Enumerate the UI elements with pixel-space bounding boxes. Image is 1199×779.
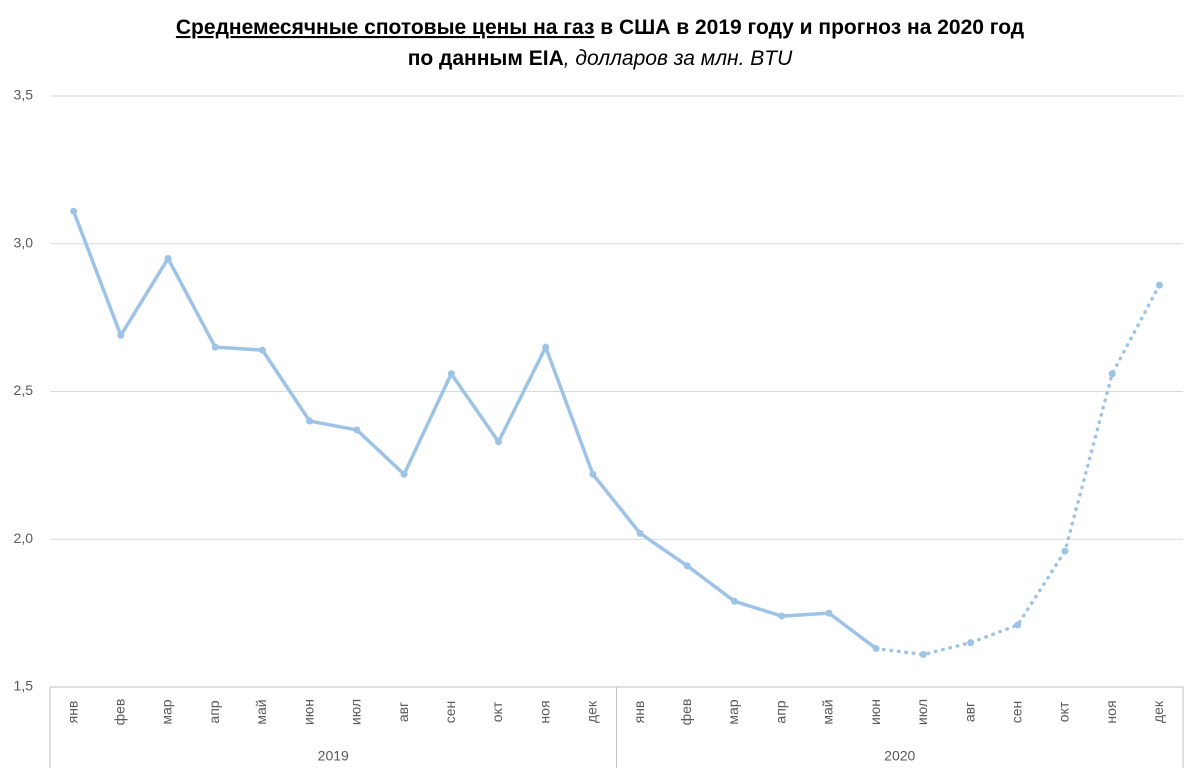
point <box>872 645 880 653</box>
x-tick-label: апр <box>206 700 222 723</box>
x-tick-label: сен <box>442 701 458 724</box>
x-tick-label: мар <box>725 699 741 724</box>
title-part: в США в 2019 году и прогноз на 2020 год <box>594 16 1024 39</box>
point <box>1108 370 1116 378</box>
x-tick-label: янв <box>64 701 80 724</box>
y-tick-label: 2,5 <box>14 382 34 398</box>
point <box>825 609 833 617</box>
point <box>542 343 550 351</box>
x-tick-label: апр <box>772 700 788 723</box>
point <box>211 343 219 351</box>
point <box>117 331 125 339</box>
point <box>258 346 266 354</box>
point <box>731 597 739 605</box>
x-tick-label: окт <box>1056 701 1072 722</box>
x-tick-label: июл <box>348 699 364 725</box>
group-label: 2020 <box>884 748 915 764</box>
group-label: 2019 <box>318 748 349 764</box>
x-tick-label: июл <box>914 699 930 725</box>
x-tick-label: окт <box>489 701 505 722</box>
x-tick-label: дек <box>1150 700 1166 723</box>
x-tick-label: май <box>820 699 836 724</box>
point <box>683 562 691 570</box>
point <box>967 639 975 647</box>
x-tick-label: сен <box>1008 701 1024 724</box>
x-tick-label: янв <box>631 701 647 724</box>
title-part: по данным EIA <box>408 47 564 70</box>
point <box>778 612 786 620</box>
y-tick-label: 3,5 <box>14 87 34 103</box>
y-tick-label: 2,0 <box>14 530 34 546</box>
y-tick-label: 1,5 <box>14 678 34 694</box>
x-tick-label: фев <box>678 699 694 726</box>
chart-title: Среднемесячные спотовые цены на газ в СШ… <box>176 16 1024 39</box>
point <box>494 438 502 446</box>
point <box>164 255 172 263</box>
x-tick-label: мар <box>159 699 175 724</box>
x-tick-label: фев <box>112 699 128 726</box>
chart-subtitle: по данным EIA, долларов за млн. BTU <box>408 47 793 70</box>
point <box>400 470 408 478</box>
point <box>353 426 361 434</box>
point <box>636 529 644 537</box>
x-tick-label: июн <box>867 699 883 725</box>
line-forecast <box>874 283 1162 657</box>
point <box>447 370 455 378</box>
line-actual <box>71 209 878 651</box>
point <box>919 650 927 658</box>
title-part: , долларов за млн. BTU <box>564 47 793 70</box>
title-part: Среднемесячные спотовые цены на газ <box>176 16 595 39</box>
y-tick-label: 3,0 <box>14 234 34 250</box>
point <box>589 470 597 478</box>
x-tick-label: май <box>253 699 269 724</box>
x-tick-label: ноя <box>536 700 552 723</box>
point <box>70 207 78 215</box>
x-tick-label: дек <box>584 700 600 723</box>
x-tick-label: авг <box>961 702 977 722</box>
point <box>1014 621 1022 629</box>
point <box>1155 281 1163 289</box>
x-tick-label: июн <box>300 699 316 725</box>
point <box>1061 547 1069 555</box>
x-tick-label: авг <box>395 702 411 722</box>
point <box>306 417 314 425</box>
x-tick-label: ноя <box>1103 700 1119 723</box>
